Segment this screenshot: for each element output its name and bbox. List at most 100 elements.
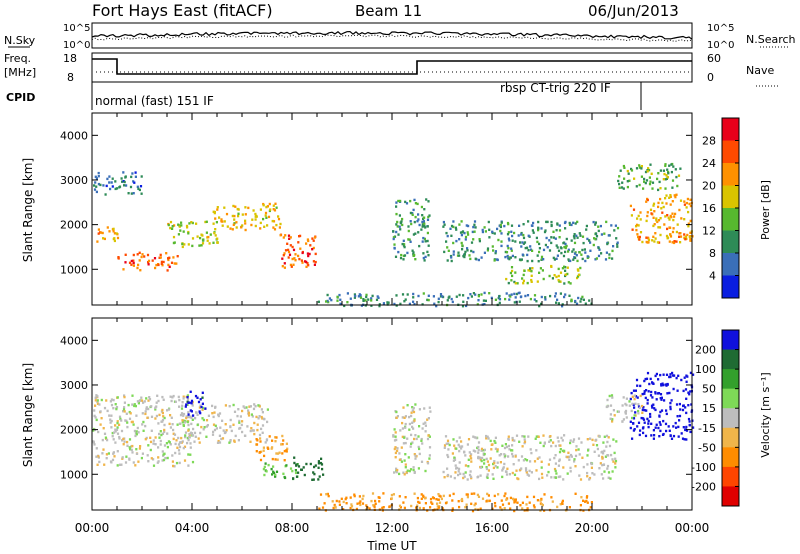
data-cell <box>662 169 665 172</box>
data-cell <box>115 407 118 411</box>
data-cell <box>279 222 282 226</box>
data-cell <box>138 259 141 262</box>
data-cell <box>582 499 585 502</box>
data-cell <box>593 237 596 240</box>
data-cell <box>364 299 367 302</box>
data-cell <box>529 269 532 272</box>
data-cell <box>644 396 647 400</box>
data-cell <box>182 414 185 417</box>
data-cell <box>163 428 166 432</box>
data-cell <box>556 254 559 257</box>
data-cell <box>138 251 141 254</box>
data-cell <box>140 396 143 399</box>
data-cell <box>263 465 266 469</box>
data-cell <box>446 473 450 477</box>
data-cell <box>569 282 572 285</box>
data-cell <box>614 224 617 227</box>
data-cell <box>580 297 583 301</box>
data-cell <box>483 226 486 229</box>
data-cell <box>147 399 150 402</box>
data-cell <box>426 225 429 228</box>
data-cell <box>148 396 151 399</box>
data-cell <box>638 406 641 409</box>
data-cell <box>609 404 613 407</box>
data-cell <box>393 247 396 250</box>
data-cell <box>413 453 416 456</box>
data-cell <box>470 249 473 253</box>
data-cell <box>634 389 637 392</box>
data-cell <box>479 466 482 469</box>
data-cell <box>548 274 551 278</box>
data-cell <box>426 418 429 421</box>
colorbar-tick-label: -50 <box>698 441 716 454</box>
data-cell <box>190 422 193 426</box>
data-cell <box>407 456 410 459</box>
data-cell <box>470 476 473 480</box>
data-cell <box>658 180 661 184</box>
data-cell <box>388 505 391 509</box>
data-cell <box>656 177 659 181</box>
data-cell <box>113 237 116 240</box>
data-cell <box>399 256 403 260</box>
data-cell <box>662 383 665 387</box>
data-cell <box>510 293 513 296</box>
data-cell <box>505 498 508 501</box>
data-cell <box>544 296 547 299</box>
data-cell <box>158 413 161 417</box>
data-cell <box>650 172 653 175</box>
data-cell <box>154 408 157 411</box>
data-cell <box>177 233 180 236</box>
data-cell <box>274 436 277 439</box>
data-cell <box>131 403 134 406</box>
data-cell <box>443 444 447 447</box>
data-cell <box>196 413 199 416</box>
data-cell <box>147 460 150 463</box>
data-cell <box>685 397 688 400</box>
data-cell <box>378 304 381 308</box>
data-cell <box>184 431 188 434</box>
data-cell <box>297 254 300 258</box>
data-cell <box>404 466 407 469</box>
data-cell <box>187 243 190 246</box>
data-cell <box>672 218 675 222</box>
data-cell <box>403 300 406 303</box>
data-cell <box>154 266 157 270</box>
data-cell <box>555 301 558 304</box>
colorbar-tick-label: -15 <box>698 422 716 435</box>
data-cell <box>621 420 624 423</box>
data-cell <box>572 235 576 238</box>
data-cell <box>632 403 635 406</box>
data-cell <box>395 467 398 470</box>
data-cell <box>574 465 577 468</box>
data-cell <box>441 507 444 510</box>
data-cell <box>648 176 651 179</box>
colorbar-segment <box>722 369 739 390</box>
data-cell <box>537 220 540 224</box>
data-cell <box>93 414 96 418</box>
data-cell <box>446 299 449 302</box>
data-cell <box>270 467 273 471</box>
data-cell <box>405 202 409 205</box>
data-cell <box>395 294 398 297</box>
data-cell <box>241 224 244 227</box>
data-cell <box>601 457 604 460</box>
data-cell <box>501 467 505 470</box>
data-cell <box>150 457 153 460</box>
data-cell <box>633 428 636 431</box>
data-cell <box>594 232 597 235</box>
data-cell <box>308 252 311 256</box>
data-cell <box>302 466 305 469</box>
data-cell <box>414 403 417 406</box>
data-cell <box>323 502 326 505</box>
data-cell <box>553 467 557 471</box>
data-cell <box>404 441 407 445</box>
data-cell <box>229 439 232 442</box>
data-cell <box>581 295 584 299</box>
data-cell <box>464 471 467 474</box>
data-cell <box>181 242 184 246</box>
data-cell <box>231 228 234 231</box>
data-cell <box>687 210 690 214</box>
data-cell <box>244 206 247 209</box>
data-cell <box>479 474 482 477</box>
data-cell <box>653 407 656 410</box>
